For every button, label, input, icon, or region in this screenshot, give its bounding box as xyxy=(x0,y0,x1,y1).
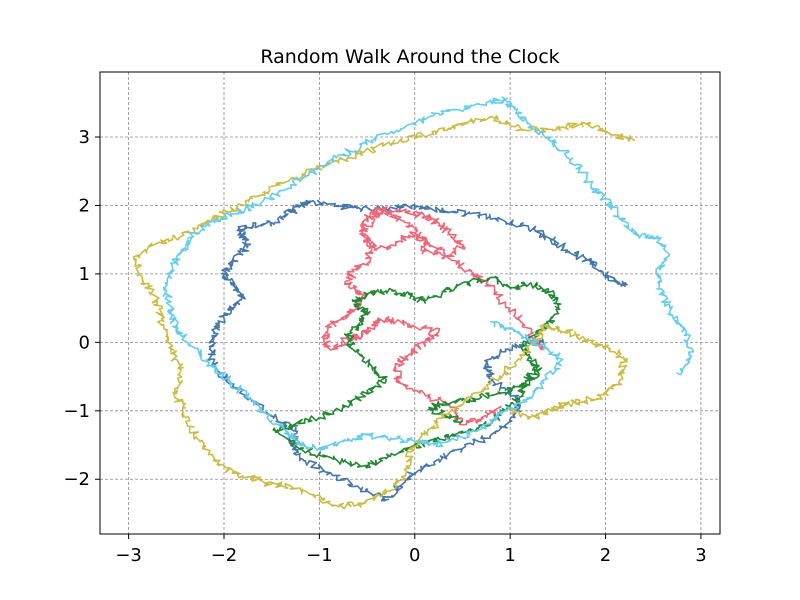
y-axis: −2 −1 0 1 2 3 xyxy=(63,127,100,490)
series-line-5 xyxy=(162,96,695,451)
y-tick-label: 0 xyxy=(79,332,90,353)
x-tick-label: 1 xyxy=(504,545,515,566)
chart-title: Random Walk Around the Clock xyxy=(260,46,559,68)
x-axis: −3 −2 −1 0 1 2 3 xyxy=(115,534,707,566)
series-layer xyxy=(132,96,695,510)
series-line-3 xyxy=(272,275,562,469)
x-tick-label: −2 xyxy=(211,545,238,566)
y-tick-label: 2 xyxy=(79,195,90,216)
x-tick-label: −1 xyxy=(306,545,333,566)
plot-area-frame xyxy=(99,71,721,535)
y-tick-label: 1 xyxy=(79,264,90,285)
y-tick-label: −2 xyxy=(63,469,90,490)
x-tick-label: −3 xyxy=(115,545,142,566)
grid-lines xyxy=(100,72,720,534)
x-tick-label: 0 xyxy=(409,545,420,566)
series-line-4 xyxy=(132,114,635,510)
y-tick-label: −1 xyxy=(63,401,90,422)
series-line-1 xyxy=(207,199,628,502)
series-line-2 xyxy=(321,206,545,426)
y-tick-label: 3 xyxy=(79,127,90,148)
x-tick-label: 2 xyxy=(600,545,611,566)
x-tick-label: 3 xyxy=(695,545,706,566)
